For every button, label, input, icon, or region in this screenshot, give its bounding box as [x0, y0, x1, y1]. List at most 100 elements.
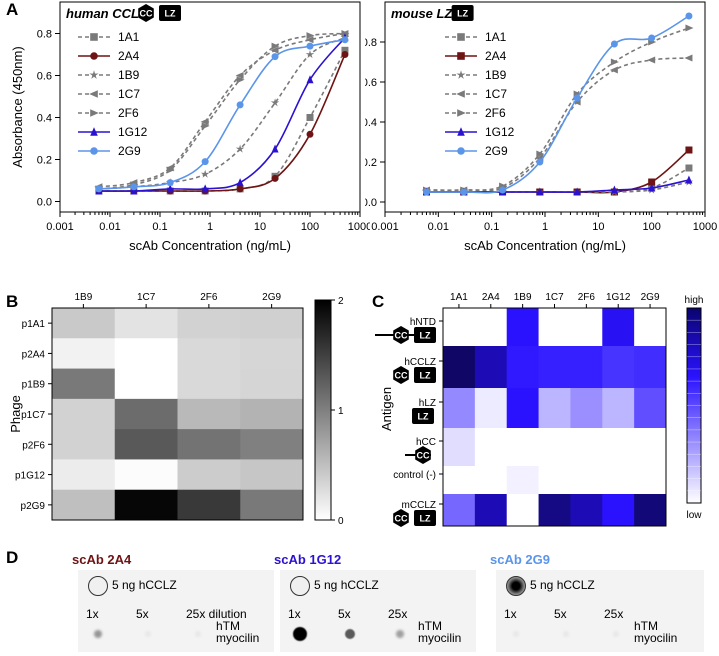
badge-text: CC [395, 331, 408, 341]
data-point [271, 53, 279, 61]
heat-cell [634, 428, 667, 467]
col-label-1G12: 1G12 [606, 292, 631, 303]
chart-title: mouse LZ [391, 6, 453, 21]
heat-cell [177, 368, 241, 400]
data-point [166, 184, 174, 193]
sample-spot [613, 631, 619, 637]
legend-label-1C7: 1C7 [118, 87, 140, 101]
data-point [235, 144, 245, 153]
legend-label-2F6: 2F6 [485, 106, 506, 120]
data-point [201, 184, 209, 193]
data-point [610, 185, 618, 194]
data-point [201, 122, 210, 130]
heat-cell [474, 466, 508, 495]
heatmap-phage: p1A1 p2A4 p1B9 p1C7 p2F6 p1G12 p2G9 1B9 1C7 2F6 2G… [8, 292, 344, 527]
data-point [200, 169, 210, 178]
heat-cell [443, 428, 476, 467]
heat-cell [177, 308, 241, 339]
heat-cell [634, 346, 667, 389]
data-point [456, 70, 466, 79]
y-tick-label: 0.2 [37, 155, 52, 167]
heat-cell [634, 308, 667, 347]
badge-text: LZ [420, 514, 431, 524]
heat-cell [52, 338, 116, 370]
control-spot [88, 576, 108, 596]
heat-cell [634, 466, 667, 495]
data-point [457, 33, 465, 41]
heat-cell [177, 338, 241, 370]
dilution-label: 25x [388, 607, 408, 621]
y-tick-label: 0.0 [37, 197, 52, 209]
sample-label-line: myocilin [418, 631, 462, 645]
colorbar-high-label: high [685, 295, 704, 306]
x-tick-label: 1000 [348, 221, 370, 233]
sample-label-line: myocilin [216, 631, 260, 645]
data-point [536, 150, 545, 158]
col-label-1A1: 1A1 [450, 292, 468, 303]
cc-badge-icon: CC [415, 446, 431, 464]
data-point [270, 98, 280, 107]
data-point [536, 187, 544, 196]
badge-text: LZ [418, 412, 429, 422]
chart-mouse-lz: 0.001 0.01 0.1 1 10 100 1000 0.0 0.2 0.4 0.6 0.8 scA… [365, 1, 717, 253]
data-point [306, 75, 314, 84]
data-point [90, 33, 98, 41]
heat-cell [570, 346, 603, 389]
y-tick-label: 0.0 [365, 197, 377, 209]
heat-cell [177, 489, 241, 521]
sample-label-line: hTM [418, 619, 442, 633]
y-axis-label: Phage [8, 395, 23, 433]
heat-cell [52, 489, 116, 521]
heat-cell [506, 346, 540, 389]
heat-cell [602, 466, 635, 495]
data-point [457, 109, 466, 117]
row-label-p1G12: p1G12 [15, 471, 45, 482]
heat-cell [114, 368, 178, 400]
heat-cell [52, 368, 116, 400]
cc-badge-icon: CC [393, 366, 409, 384]
x-axis-label: scAb Concentration (ng/mL) [464, 238, 626, 253]
lz-badge-icon: LZ [414, 327, 436, 343]
row-label-p2A4: p2A4 [22, 349, 46, 360]
legend-label-2A4: 2A4 [485, 49, 507, 63]
dilution-label: 5x [554, 607, 567, 621]
y-axis-label: Absorbance (450nm) [10, 46, 25, 167]
heat-cell [443, 346, 476, 389]
dot-blot-membrane [78, 570, 274, 652]
data-point [536, 158, 544, 166]
dilution-label: 5x [338, 607, 351, 621]
row-label-p1A1: p1A1 [22, 319, 46, 330]
heat-cell [443, 494, 476, 527]
data-point [685, 12, 693, 20]
sample-spot [145, 631, 151, 637]
spot-label: 5 ng hCCLZ [530, 578, 595, 592]
data-point [90, 52, 98, 60]
lz-badge-icon: LZ [414, 510, 436, 526]
heat-cell [474, 308, 508, 347]
data-point [648, 183, 656, 192]
badge-text: CC [395, 514, 408, 524]
x-tick-label: 0.001 [371, 221, 399, 233]
row-label-hNTD: hNTD [410, 317, 436, 328]
data-point [306, 114, 314, 121]
chart-human-cclz: 0.001 0.01 0.1 1 10 100 1000 0.0 0.2 0.4 0.6 0.8 scA… [10, 1, 370, 253]
row-label-p2F6: p2F6 [22, 440, 45, 451]
colorbar-low-label: low [686, 510, 702, 521]
heat-cell [114, 398, 178, 430]
row-label-control (-): control (-) [393, 470, 436, 481]
dilution-label: 5x [136, 607, 149, 621]
heat-cell [114, 429, 178, 460]
heat-cell [538, 388, 571, 429]
sample-label-line: hTM [216, 619, 240, 633]
x-tick-label: 1 [542, 221, 548, 233]
data-point [306, 42, 314, 50]
x-tick-label: 0.001 [46, 221, 74, 233]
badge-text: CC [417, 451, 430, 461]
lz-badge-icon: LZ [412, 408, 434, 424]
sample-label: hTM myocilin [634, 620, 677, 644]
cc-badge-icon: CC [138, 4, 154, 22]
heat-cell [177, 459, 241, 491]
heat-cell [240, 308, 304, 339]
col-label-2A4: 2A4 [482, 292, 500, 303]
heat-cell [538, 466, 571, 495]
